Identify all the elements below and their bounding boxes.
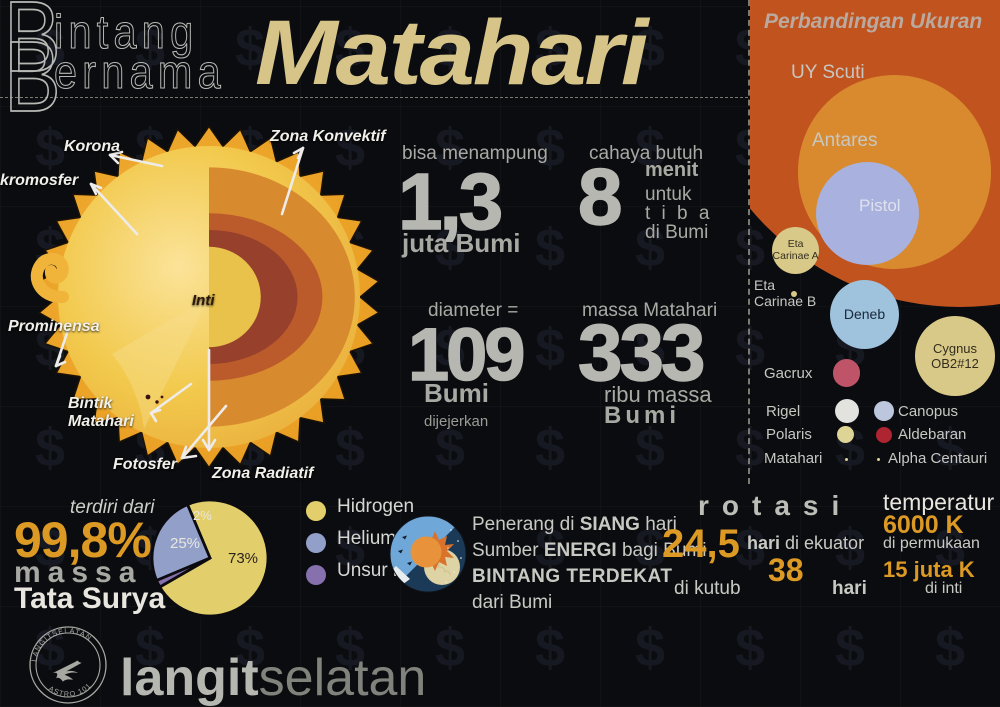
svg-text:73%: 73% xyxy=(228,550,258,567)
svg-text:ASTRO 101: ASTRO 101 xyxy=(47,681,93,699)
svg-text:LANGITSELATAN: LANGITSELATAN xyxy=(29,626,94,662)
svg-text:2%: 2% xyxy=(193,508,212,523)
svg-text:25%: 25% xyxy=(170,535,200,552)
